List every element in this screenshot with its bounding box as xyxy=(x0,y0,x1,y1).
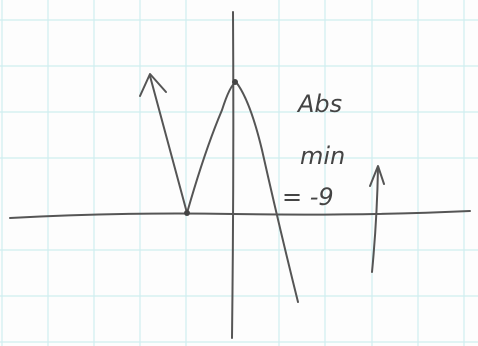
note-line: min xyxy=(300,142,345,170)
vertex xyxy=(184,210,190,216)
note-line: Abs xyxy=(296,90,342,118)
vertex xyxy=(232,79,238,85)
note-line: = -9 xyxy=(282,183,334,211)
paper xyxy=(0,0,478,346)
sketch: Abs min = -9 xyxy=(0,0,478,346)
